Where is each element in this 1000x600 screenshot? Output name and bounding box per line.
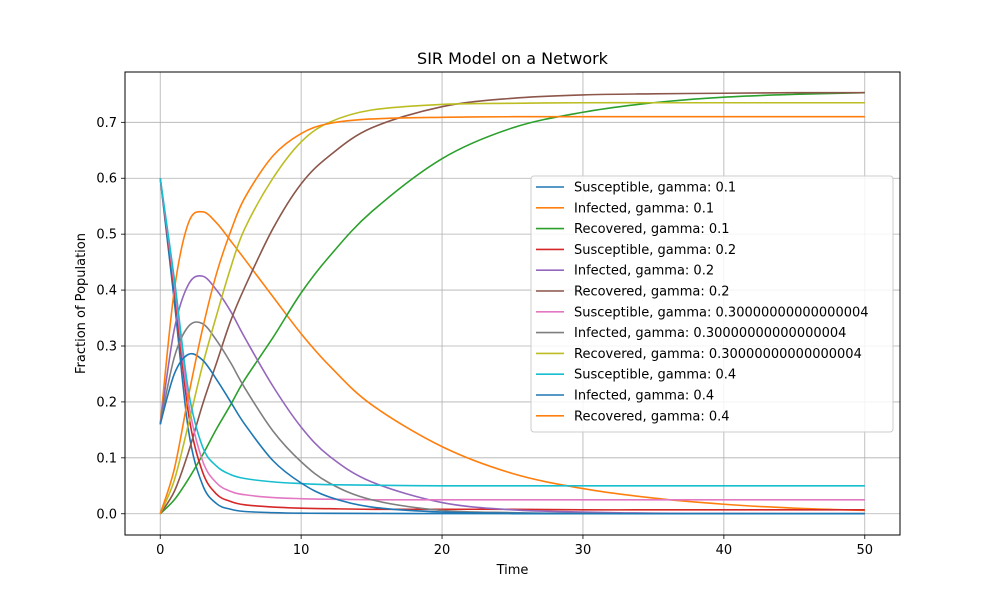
plot-frame bbox=[124, 71, 901, 536]
y-tick-label: 0.0 bbox=[96, 507, 117, 522]
series-line-7 bbox=[159, 178, 865, 501]
chart-title: SIR Model on a Network bbox=[417, 49, 609, 68]
legend-entry: Infected, gamma: 0.2 bbox=[574, 264, 714, 279]
y-tick-label: 0.7 bbox=[96, 116, 117, 131]
x-tick-label: 10 bbox=[293, 543, 310, 558]
series-line-6 bbox=[159, 91, 865, 515]
series-line-11 bbox=[159, 352, 865, 515]
legend-entry: Recovered, gamma: 0.4 bbox=[574, 409, 730, 424]
y-tick-label: 0.6 bbox=[96, 172, 117, 187]
legend-box bbox=[530, 175, 894, 433]
legend: Susceptible, gamma: 0.1 Infected, gamma: … bbox=[530, 175, 894, 433]
axis-ticks: 0 10 20 30 40 50 0.0 0.1 0.2 0.3 0.4 0.5 0.6 0.7 bbox=[96, 116, 873, 558]
series-line-3 bbox=[159, 91, 865, 515]
legend-entry: Susceptible, gamma: 0.4 bbox=[574, 368, 736, 383]
x-tick-label: 50 bbox=[856, 543, 873, 558]
y-axis-label: Fraction of Population bbox=[74, 233, 89, 374]
legend-entry: Recovered, gamma: 0.30000000000000004 bbox=[574, 347, 862, 362]
x-tick-label: 30 bbox=[575, 543, 592, 558]
y-tick-label: 0.1 bbox=[96, 451, 117, 466]
legend-entry: Infected, gamma: 0.30000000000000004 bbox=[574, 326, 846, 341]
legend-entry: Recovered, gamma: 0.2 bbox=[574, 285, 730, 300]
legend-entry: Infected, gamma: 0.1 bbox=[574, 201, 714, 216]
y-tick-label: 0.5 bbox=[96, 228, 117, 243]
x-tick-label: 0 bbox=[156, 543, 164, 558]
legend-entry: Susceptible, gamma: 0.2 bbox=[574, 243, 736, 258]
series-lines bbox=[159, 91, 865, 515]
y-tick-label: 0.4 bbox=[96, 284, 117, 299]
y-tick-label: 0.2 bbox=[96, 395, 117, 410]
legend-entry: Infected, gamma: 0.4 bbox=[574, 389, 714, 404]
x-tick-label: 20 bbox=[434, 543, 451, 558]
legend-entry: Susceptible, gamma: 0.1 bbox=[574, 181, 736, 196]
series-line-12 bbox=[159, 115, 865, 514]
x-tick-label: 40 bbox=[716, 543, 733, 558]
series-line-10 bbox=[159, 178, 865, 487]
y-tick-label: 0.3 bbox=[96, 339, 117, 354]
x-axis-label: Time bbox=[496, 563, 529, 578]
legend-entry: Susceptible, gamma: 0.30000000000000004 bbox=[574, 305, 869, 320]
legend-entry: Recovered, gamma: 0.1 bbox=[574, 222, 730, 237]
